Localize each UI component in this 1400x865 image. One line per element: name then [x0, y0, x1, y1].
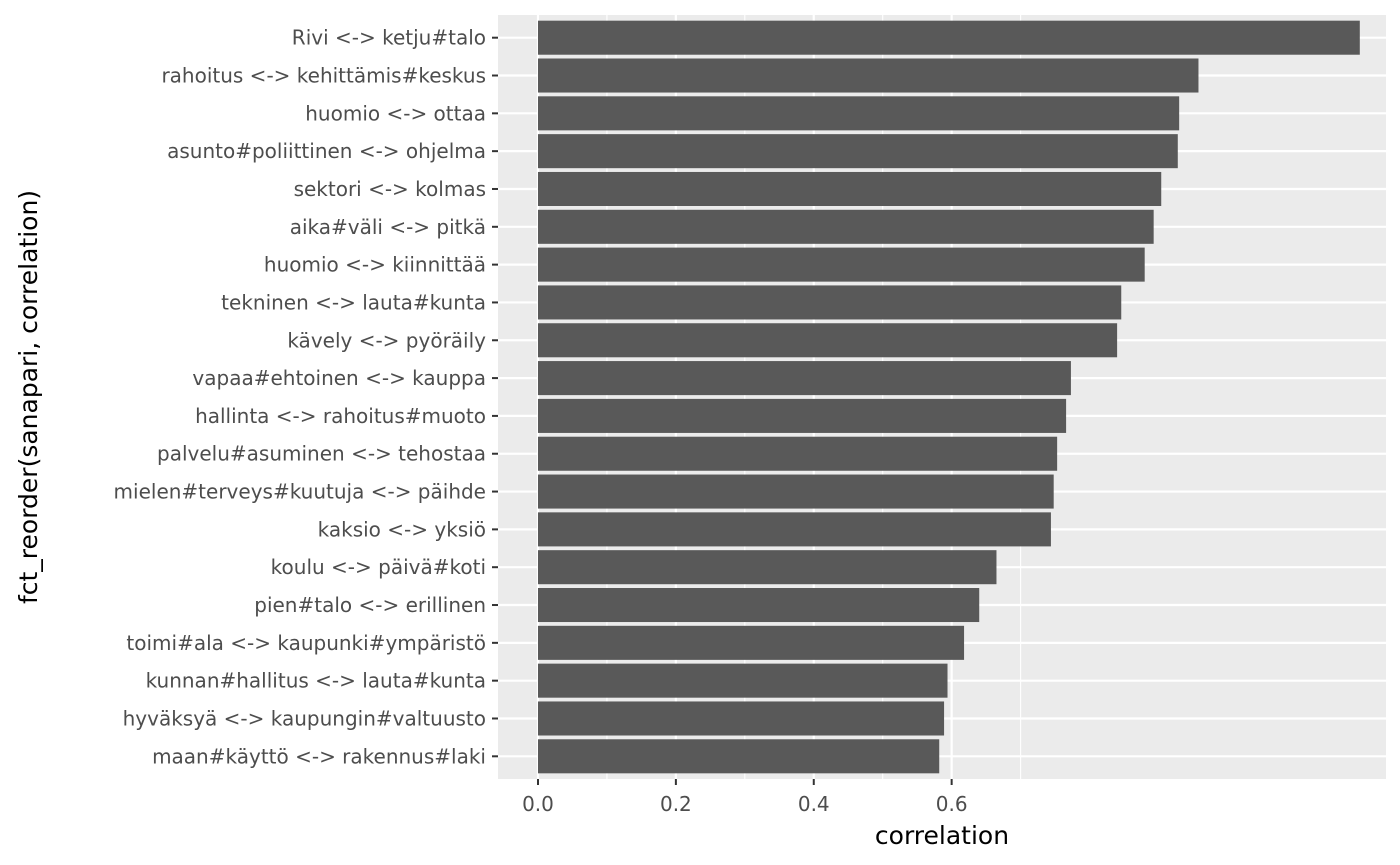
bar	[537, 285, 1122, 320]
y-tick-label: tekninen <-> lauta#kunta	[221, 290, 486, 314]
y-axis-title: fct_reorder(sanapari, correlation)	[14, 190, 43, 604]
bar	[537, 171, 1162, 206]
y-tick-label: vapaa#ehtoinen <-> kauppa	[192, 366, 486, 390]
y-tick-label: koulu <-> päivä#koti	[271, 555, 486, 579]
bar	[537, 512, 1051, 547]
bar	[537, 134, 1178, 169]
y-tick-label: Rivi <-> ketju#talo	[292, 26, 486, 50]
x-axis-title: correlation	[875, 821, 1009, 850]
bar	[537, 20, 1360, 55]
y-tick-label: kunnan#hallitus <-> lauta#kunta	[146, 669, 486, 693]
y-tick-label: mielen#terveys#kuutuja <-> päihde	[114, 480, 486, 504]
y-tick-label: toimi#ala <-> kaupunki#ympäristö	[126, 631, 486, 655]
bar	[537, 739, 940, 774]
bar	[537, 323, 1118, 358]
bar	[537, 96, 1180, 131]
bar	[537, 247, 1145, 282]
x-tick-label: 0.2	[660, 792, 692, 816]
y-tick-label: palvelu#asuminen <-> tehostaa	[157, 442, 486, 466]
bar	[537, 701, 945, 736]
y-tick-label: huomio <-> ottaa	[305, 101, 486, 125]
y-tick-label: rahoitus <-> kehittämis#keskus	[161, 64, 486, 88]
bar	[537, 209, 1154, 244]
x-tick-label: 0.4	[798, 792, 830, 816]
bar	[537, 398, 1067, 433]
y-tick-label: hallinta <-> rahoitus#muoto	[195, 404, 486, 428]
bar	[537, 436, 1058, 471]
bar	[537, 625, 965, 660]
bars	[537, 20, 1360, 774]
y-tick-label: aika#väli <-> pitkä	[290, 215, 486, 239]
y-tick-label: maan#käyttö <-> rakennus#laki	[152, 744, 486, 768]
y-tick-label: kävely <-> pyöräily	[287, 328, 486, 352]
y-tick-label: asunto#poliittinen <-> ohjelma	[167, 139, 486, 163]
x-axis: 0.0 0.2 0.4 0.6	[522, 779, 968, 816]
y-axis: Rivi <-> ketju#talo rahoitus <-> kehittäm…	[114, 26, 498, 768]
y-tick-label: sektori <-> kolmas	[294, 177, 486, 201]
x-tick-label: 0.6	[936, 792, 968, 816]
bar	[537, 474, 1054, 509]
x-tick-label: 0.0	[522, 792, 554, 816]
y-tick-label: huomio <-> kiinnittää	[264, 253, 486, 277]
bar	[537, 588, 980, 623]
bar	[537, 550, 997, 585]
bar	[537, 58, 1199, 93]
y-tick-label: hyväksyä <-> kaupungin#valtuusto	[123, 706, 486, 730]
bar	[537, 361, 1071, 396]
y-tick-label: kaksio <-> yksiö	[318, 517, 486, 541]
bar	[537, 663, 948, 698]
y-tick-label: pien#talo <-> erillinen	[254, 593, 486, 617]
